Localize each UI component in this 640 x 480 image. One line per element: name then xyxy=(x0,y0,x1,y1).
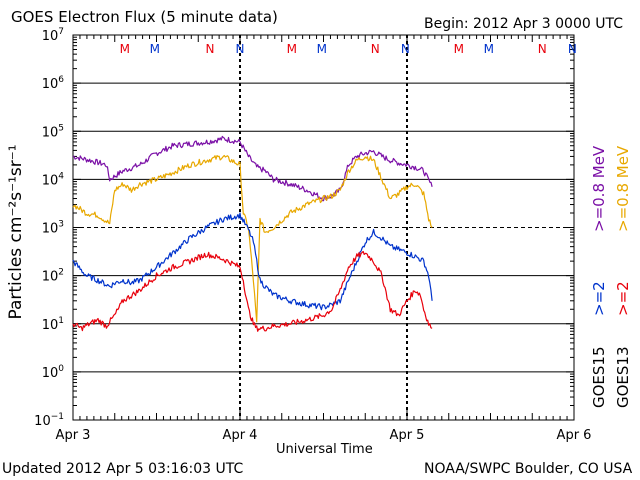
series-line-g13_2 xyxy=(72,250,433,332)
legend-goes13-label: GOES13 xyxy=(614,346,632,408)
mn-marker: M xyxy=(454,42,464,56)
mn-marker: N xyxy=(568,42,577,56)
mn-marker: M xyxy=(484,42,494,56)
legend-goes13-08mev: >=0.8 MeV xyxy=(614,145,632,232)
begin-time: Begin: 2012 Apr 3 0000 UTC xyxy=(424,16,623,32)
mn-marker: M xyxy=(120,42,130,56)
y-tick-label: 101 xyxy=(42,316,64,333)
series-line-g15_2 xyxy=(72,212,433,311)
mn-marker: M xyxy=(150,42,160,56)
y-tick-label: 100 xyxy=(42,364,65,381)
y-axis-label: Particles cm⁻²s⁻¹sr⁻¹ xyxy=(6,144,26,319)
mn-marker: N xyxy=(401,42,410,56)
source-credit: NOAA/SWPC Boulder, CO USA xyxy=(424,461,633,477)
x-tick-label: Apr 6 xyxy=(557,428,592,443)
series-line-g13_08 xyxy=(72,154,433,323)
mn-marker: M xyxy=(287,42,297,56)
chart-title: GOES Electron Flux (5 minute data) xyxy=(11,8,278,26)
y-tick-label: 102 xyxy=(42,268,64,285)
updated-timestamp: Updated 2012 Apr 5 03:16:03 UTC xyxy=(2,461,244,477)
x-tick-label: Apr 4 xyxy=(223,428,258,443)
mn-marker: N xyxy=(236,42,245,56)
legend-goes15-08mev: >=0.8 MeV xyxy=(590,145,608,232)
mn-marker: M xyxy=(317,42,327,56)
y-tick-label: 106 xyxy=(42,75,65,92)
y-tick-label: 107 xyxy=(42,27,64,44)
legend-goes15-2mev: >=2 xyxy=(590,281,608,316)
mn-marker: N xyxy=(538,42,547,56)
y-tick-label: 103 xyxy=(42,220,64,237)
plot-frame xyxy=(72,34,575,421)
y-tick-label: 10−1 xyxy=(34,412,64,429)
legend-goes13-2mev: >=2 xyxy=(614,281,632,316)
x-tick-label: Apr 5 xyxy=(390,428,425,443)
x-axis-label: Universal Time xyxy=(276,442,373,457)
x-tick-label: Apr 3 xyxy=(56,428,91,443)
mn-marker: N xyxy=(371,42,380,56)
series-line-g15_08 xyxy=(72,135,433,202)
y-tick-label: 104 xyxy=(42,171,65,188)
legend-goes15-label: GOES15 xyxy=(590,346,608,408)
mn-marker: N xyxy=(205,42,214,56)
y-tick-label: 105 xyxy=(42,123,64,140)
